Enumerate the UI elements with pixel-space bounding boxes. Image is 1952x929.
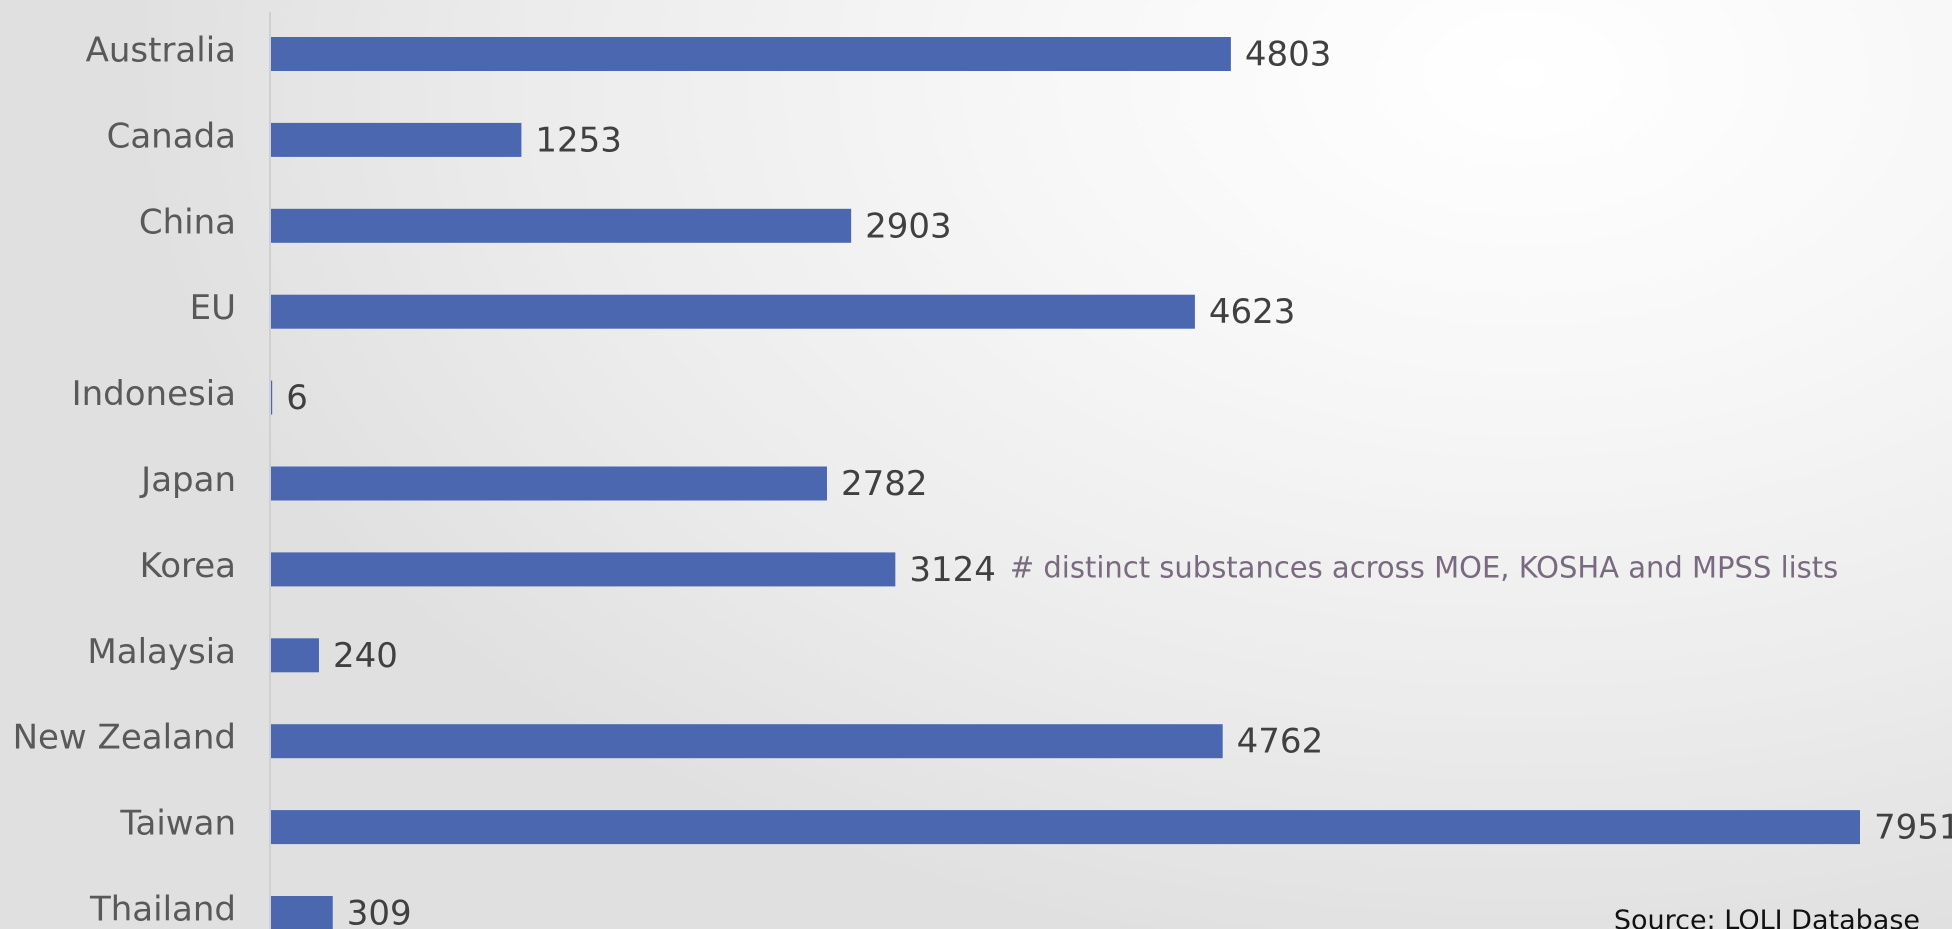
category-label-eu: EU — [190, 288, 236, 328]
annotation-korea: # distinct substances across MOE, KOSHA … — [1010, 550, 1838, 584]
value-label-china: 2903 — [865, 206, 952, 246]
value-label-thailand: 309 — [347, 894, 412, 929]
bar-australia — [271, 37, 1231, 71]
value-label-japan: 2782 — [841, 464, 928, 504]
value-label-new-zealand: 4762 — [1237, 722, 1324, 762]
bar-thailand — [271, 896, 333, 929]
category-label-canada: Canada — [107, 116, 236, 156]
bar-eu — [271, 294, 1195, 329]
bar-indonesia — [271, 380, 273, 415]
category-label-australia: Australia — [86, 31, 236, 71]
category-label-indonesia: Indonesia — [72, 374, 236, 414]
value-label-indonesia: 6 — [286, 378, 308, 418]
category-label-china: China — [139, 202, 236, 242]
value-label-malaysia: 240 — [333, 636, 398, 676]
bar-malaysia — [271, 638, 319, 673]
category-label-thailand: Thailand — [89, 890, 236, 929]
bar-new-zealand — [271, 724, 1223, 759]
bar-taiwan — [271, 810, 1860, 845]
bar-canada — [271, 122, 522, 157]
value-label-taiwan: 7951 — [1874, 808, 1952, 848]
category-label-new-zealand: New Zealand — [13, 718, 236, 758]
bar-korea — [271, 552, 896, 587]
category-label-malaysia: Malaysia — [87, 632, 236, 672]
bar-japan — [271, 466, 827, 501]
annotations-layer: # distinct substances across MOE, KOSHA … — [1010, 550, 1838, 584]
bar-china — [271, 208, 852, 243]
value-label-australia: 4803 — [1245, 35, 1332, 75]
category-label-japan: Japan — [139, 460, 236, 500]
category-label-korea: Korea — [140, 546, 236, 586]
labels-layer: Australia 4803 Canada 1253 China 2903 EU 4623 In… — [13, 31, 1952, 929]
value-label-eu: 4623 — [1209, 292, 1296, 332]
source-text: Source: LOLI Database — [1614, 905, 1920, 929]
value-label-canada: 1253 — [535, 120, 622, 160]
value-label-korea: 3124 — [909, 550, 996, 590]
bars-layer — [271, 37, 1860, 929]
category-label-taiwan: Taiwan — [119, 804, 236, 844]
